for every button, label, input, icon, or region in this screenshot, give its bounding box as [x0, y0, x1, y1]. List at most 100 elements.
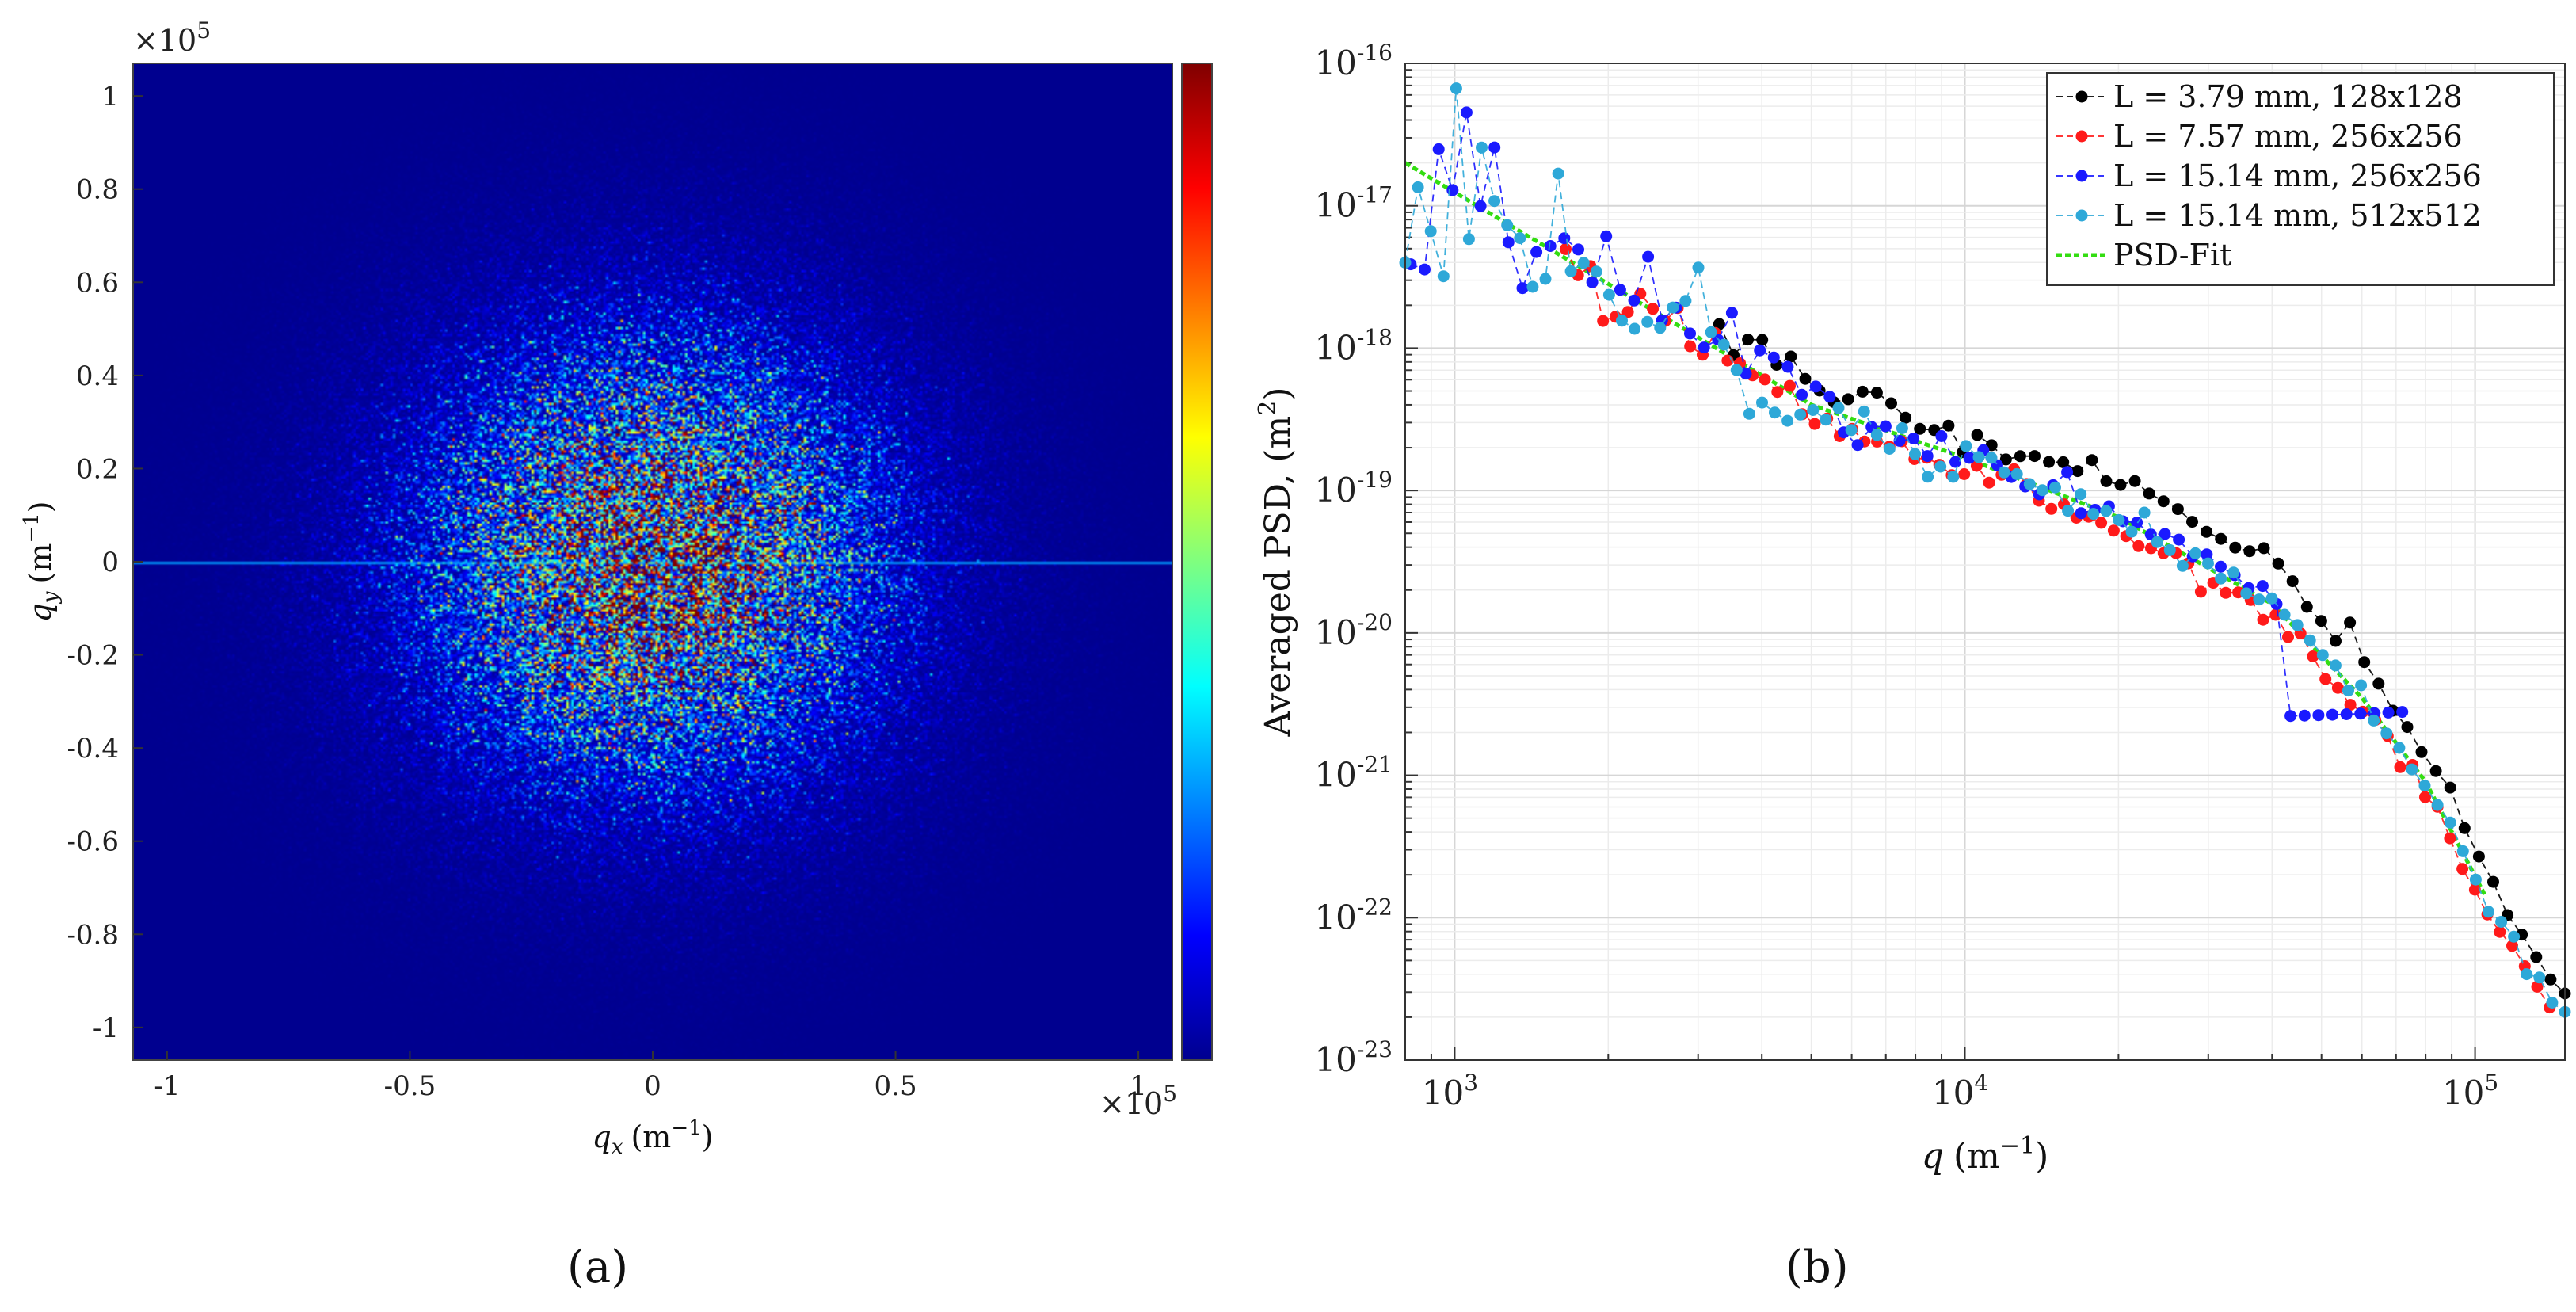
- data-point: [1539, 273, 1552, 285]
- data-point: [1558, 232, 1571, 245]
- data-point: [1883, 443, 1896, 455]
- data-point: [1870, 429, 1883, 441]
- data-point: [2429, 765, 2442, 777]
- data-point: [2163, 543, 2176, 556]
- x-tick-label: -1: [154, 1070, 180, 1102]
- panel-label-b: (b): [1785, 1241, 1849, 1293]
- x-tick-label: 0: [644, 1070, 661, 1102]
- data-point: [2151, 536, 2163, 548]
- data-point: [2086, 454, 2098, 467]
- y-tick-label: 0: [101, 547, 119, 578]
- data-point: [2229, 541, 2242, 554]
- data-point: [2508, 930, 2521, 943]
- data-point: [1935, 430, 1948, 442]
- data-point: [2401, 721, 2414, 734]
- y-tick-label: -0.8: [67, 919, 119, 951]
- data-point: [2444, 832, 2456, 845]
- data-point: [1823, 391, 1836, 403]
- data-point: [2014, 450, 2026, 463]
- data-point: [2355, 679, 2368, 692]
- data-point: [1983, 476, 1995, 489]
- data-point: [2029, 450, 2041, 463]
- data-point: [1577, 257, 1590, 269]
- data-point: [1597, 315, 1610, 327]
- data-point: [2010, 467, 2023, 480]
- data-point: [1717, 338, 1730, 351]
- data-point: [2143, 487, 2155, 500]
- panel-a-xlabel: qx (m−1): [592, 1116, 713, 1159]
- data-point: [2171, 503, 2184, 516]
- data-point: [1586, 276, 1599, 288]
- data-point: [2444, 781, 2456, 794]
- data-point: [1900, 411, 1912, 424]
- data-point: [1851, 439, 1864, 452]
- panel-a-ytick-labels: 1 0.8 0.6 0.4 0.2 0 -0.2 -0.4 -0.6 -0.8 -1: [67, 81, 143, 1044]
- x-tick-label: 0.5: [875, 1070, 917, 1102]
- data-point: [1794, 408, 1807, 421]
- y-tick-label: 10-16: [1314, 40, 1393, 82]
- data-point: [1820, 414, 1832, 426]
- data-point: [2456, 845, 2469, 857]
- data-point: [2284, 710, 2297, 723]
- data-point: [2095, 517, 2108, 529]
- x-tick-label: 104: [1932, 1070, 1988, 1112]
- data-point: [2472, 850, 2485, 863]
- data-point: [2087, 508, 2100, 521]
- data-point: [2382, 706, 2395, 719]
- data-point: [2533, 971, 2546, 984]
- data-point: [2330, 635, 2342, 647]
- y-tick-label: 10-23: [1314, 1036, 1393, 1079]
- data-point: [2045, 502, 2058, 515]
- data-point: [1654, 322, 1667, 334]
- y-tick-label: 0.8: [76, 174, 119, 206]
- data-point: [2215, 572, 2227, 585]
- y-tick-label: -0.4: [67, 733, 119, 765]
- data-point: [2176, 559, 2189, 572]
- data-point: [2419, 791, 2431, 803]
- data-point: [1742, 334, 1755, 346]
- data-point: [2043, 456, 2056, 468]
- data-point: [2201, 525, 2213, 538]
- data-point: [1879, 420, 1892, 433]
- data-point: [1971, 429, 1983, 441]
- data-point: [2372, 677, 2385, 690]
- data-point: [2307, 650, 2319, 662]
- series-4: [1399, 82, 2571, 1018]
- data-point: [2269, 608, 2282, 621]
- data-point: [2312, 709, 2325, 722]
- data-point: [2253, 593, 2265, 606]
- data-point: [1419, 263, 1431, 276]
- legend: L = 3.79 mm, 128x128 L = 7.57 mm, 256x256…: [2046, 72, 2555, 286]
- y-tick-label: 10-22: [1314, 894, 1393, 936]
- data-point: [2186, 516, 2198, 528]
- legend-entry: L = 15.14 mm, 512x512: [2056, 198, 2482, 233]
- data-point: [1725, 307, 1738, 319]
- data-point: [1474, 200, 1487, 212]
- legend-marker: [2075, 130, 2088, 143]
- data-point: [2406, 763, 2418, 776]
- data-point: [1756, 396, 1768, 409]
- data-point: [2342, 685, 2354, 697]
- legend-label: L = 15.14 mm, 512x512: [2113, 198, 2482, 233]
- data-point: [1845, 424, 1858, 437]
- data-point: [2201, 548, 2213, 561]
- data-point: [1572, 243, 1584, 256]
- legend-label: L = 7.57 mm, 256x256: [2113, 119, 2463, 154]
- data-point: [1759, 373, 1771, 386]
- legend-box: [2046, 72, 2555, 286]
- data-point: [1713, 318, 1725, 330]
- data-point: [1907, 433, 1920, 444]
- data-point: [2340, 708, 2353, 720]
- data-point: [2495, 916, 2508, 928]
- data-point: [2531, 980, 2544, 993]
- y-tick-label: 0.6: [76, 267, 119, 299]
- data-point: [1893, 434, 1906, 447]
- data-point: [2286, 575, 2299, 588]
- data-point: [2240, 587, 2253, 600]
- data-point: [1514, 232, 1526, 245]
- data-point: [1771, 386, 1784, 399]
- y-tick-label: -0.6: [67, 826, 119, 858]
- data-point: [1647, 303, 1660, 315]
- data-point: [2132, 540, 2145, 552]
